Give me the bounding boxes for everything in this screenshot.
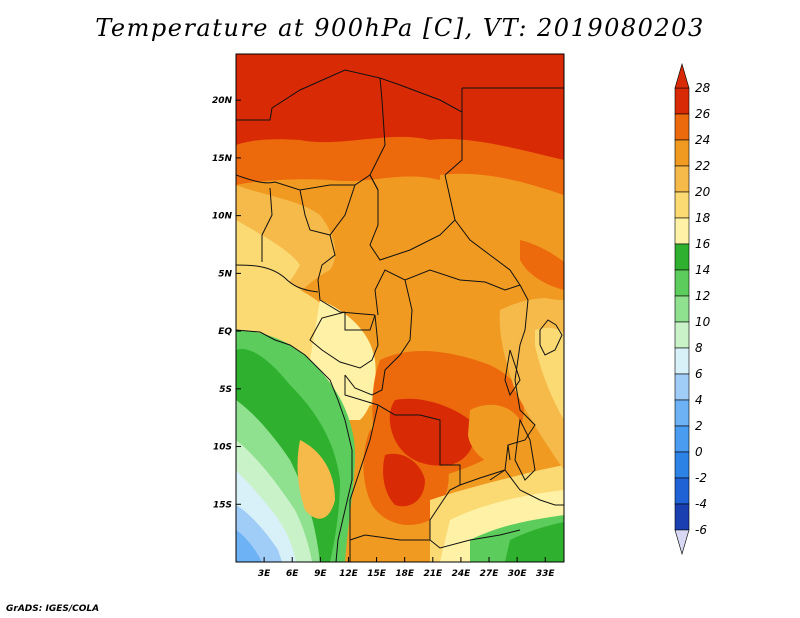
map-title: Temperature at 900hPa [C], VT: 201908020… (95, 14, 705, 42)
colorbar-label: 28 (695, 81, 711, 95)
colorbar-box (674, 399, 690, 427)
colorbar-box (674, 503, 690, 531)
colorbar-label: 4 (695, 393, 703, 407)
colorbar-box (674, 139, 690, 167)
country-borders (236, 69, 564, 562)
colorbar-box (674, 347, 690, 375)
colorbar-over-arrow (674, 62, 690, 89)
colorbar-label: 2 (695, 419, 703, 433)
colorbar-box (674, 165, 690, 193)
colorbar-box (674, 477, 690, 505)
lon-tick-label: 21E (423, 569, 443, 579)
lat-tick-label: 10N (212, 212, 233, 222)
colorbar-box (674, 191, 690, 219)
colorbar-box (674, 87, 690, 115)
colorbar-label: 26 (695, 107, 711, 121)
colorbar-label: 6 (695, 367, 703, 381)
lon-tick-label: 33E (536, 569, 556, 579)
colorbar-box (674, 113, 690, 141)
colorbar-box (674, 451, 690, 479)
temperature-field (236, 54, 564, 562)
lon-tick-label: 12E (339, 569, 359, 579)
colorbar-label: 22 (695, 159, 710, 173)
colorbar-label: 14 (695, 263, 710, 277)
colorbar-box (674, 425, 690, 453)
lon-tick-label: 27E (480, 569, 500, 579)
colorbar-label: 12 (695, 289, 710, 303)
lon-tick-label: 9E (314, 569, 327, 579)
colorbar-under-arrow (674, 529, 690, 556)
colorbar-box (674, 321, 690, 349)
lat-tick-label: 15N (212, 154, 233, 164)
colorbar-label: -4 (695, 497, 707, 511)
lat-tick-label: 10S (213, 443, 232, 453)
colorbar-label: 20 (695, 185, 711, 199)
lon-tick-label: 15E (367, 569, 387, 579)
latitude-ticks: 20N 15N 10N 5N EQ 5S 10S 15S (212, 96, 241, 510)
lon-tick-label: 30E (508, 569, 528, 579)
colorbar-label: -6 (695, 523, 707, 537)
colorbar-label: 8 (695, 341, 703, 355)
colorbar-box (674, 243, 690, 271)
lat-tick-label: 15S (213, 500, 232, 510)
colorbar-label: 18 (695, 211, 711, 225)
colorbar-label: 24 (695, 133, 710, 147)
longitude-ticks: 3E 6E 9E 12E 15E 18E 21E 24E 27E 30E 33E (258, 557, 556, 579)
colorbar-label: 0 (695, 445, 703, 459)
lon-tick-label: 3E (258, 569, 271, 579)
grads-credit: GrADS: IGES/COLA (6, 604, 100, 614)
map-frame (235, 53, 565, 563)
lat-tick-label: EQ (218, 327, 232, 337)
lat-tick-label: 5S (219, 385, 232, 395)
lat-tick-label: 5N (218, 269, 232, 279)
lon-tick-label: 6E (286, 569, 299, 579)
lon-tick-label: 18E (395, 569, 415, 579)
colorbar-box (674, 269, 690, 297)
colorbar-box (674, 373, 690, 401)
colorbar-label: 16 (695, 237, 711, 251)
colorbar-label: -2 (695, 471, 707, 485)
colorbar-box (674, 295, 690, 323)
lat-tick-label: 20N (212, 96, 233, 106)
colorbar-box (674, 217, 690, 245)
colorbar-label: 10 (695, 315, 711, 329)
lon-tick-label: 24E (452, 569, 472, 579)
